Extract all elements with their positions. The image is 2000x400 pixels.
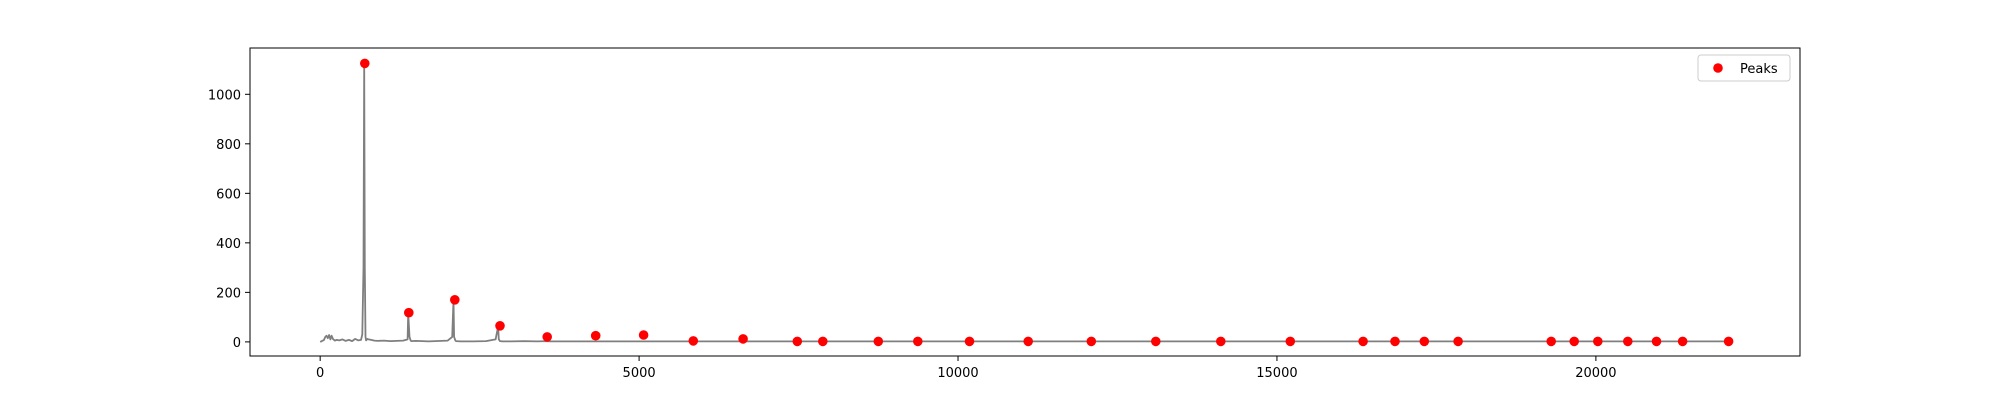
- peak-marker: [1086, 336, 1097, 347]
- peak-marker: [1623, 336, 1633, 347]
- legend-marker-peaks: [1713, 63, 1723, 73]
- peak-marker: [1023, 336, 1033, 347]
- peak-marker: [1358, 336, 1368, 347]
- peak-marker: [450, 295, 460, 305]
- x-tick-label: 15000: [1256, 366, 1297, 381]
- peak-marker: [542, 332, 552, 342]
- peak-marker: [792, 336, 803, 347]
- x-tick-label: 20000: [1575, 366, 1616, 381]
- peak-marker: [404, 307, 414, 318]
- legend: Peaks: [1697, 54, 1791, 82]
- peak-marker: [964, 336, 975, 347]
- peak-marker: [1453, 336, 1463, 347]
- peak-marker: [1677, 336, 1688, 347]
- y-tick-label: 200: [216, 286, 241, 301]
- x-tick-label: 0: [316, 366, 324, 381]
- axes: 0 5000 10000 15000 20000 0 200 400 600 800 1000: [208, 47, 1801, 381]
- x-tick-label: 10000: [937, 366, 978, 381]
- peak-marker: [873, 336, 884, 347]
- y-tick-label: 600: [216, 187, 241, 202]
- peak-marker: [1151, 336, 1161, 347]
- peak-marker: [1723, 336, 1734, 347]
- peak-marker: [1285, 336, 1296, 347]
- y-tick-label: 0: [233, 336, 241, 351]
- peak-marker: [1593, 336, 1603, 347]
- plot-frame: [249, 47, 1801, 357]
- peak-marker: [1651, 336, 1662, 347]
- peak-marker: [688, 336, 699, 346]
- peak-marker: [818, 336, 828, 347]
- peak-marker: [638, 330, 649, 340]
- peak-marker: [1390, 336, 1400, 347]
- y-tick-label: 400: [216, 237, 241, 252]
- peak-marker: [1569, 336, 1579, 347]
- peak-marker: [360, 58, 370, 69]
- peak-marker: [1546, 336, 1556, 347]
- peak-marker: [1216, 336, 1226, 347]
- legend-label-peaks: Peaks: [1740, 62, 1778, 77]
- peak-marker: [495, 321, 505, 331]
- y-tick-label: 800: [216, 138, 241, 153]
- y-tick-label: 1000: [208, 88, 241, 103]
- signal-line: [319, 63, 1729, 343]
- peak-marker: [913, 336, 923, 347]
- x-tick-label: 5000: [623, 366, 656, 381]
- peak-marker: [590, 330, 601, 341]
- legend-box: [1697, 54, 1791, 82]
- plot-area: [319, 58, 1734, 347]
- peak-marker: [738, 334, 748, 344]
- peak-marker: [1419, 336, 1430, 347]
